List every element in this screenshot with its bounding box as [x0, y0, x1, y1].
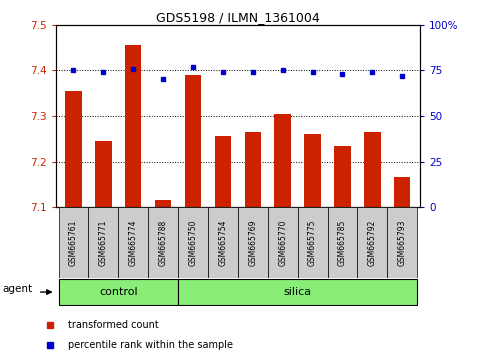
Bar [238, 207, 268, 278]
Text: GSM665775: GSM665775 [308, 219, 317, 266]
Bar [208, 207, 238, 278]
Text: GSM665761: GSM665761 [69, 219, 78, 266]
Bar [125, 45, 142, 207]
Text: GSM665792: GSM665792 [368, 219, 377, 266]
Text: control: control [99, 287, 138, 297]
Title: GDS5198 / ILMN_1361004: GDS5198 / ILMN_1361004 [156, 11, 320, 24]
Bar [58, 207, 88, 278]
Bar [327, 207, 357, 278]
Bar [215, 136, 231, 207]
Bar [274, 114, 291, 207]
Text: agent: agent [3, 284, 33, 294]
Bar [58, 279, 178, 305]
Bar [394, 177, 411, 207]
Text: transformed count: transformed count [69, 320, 159, 330]
Text: GSM665750: GSM665750 [188, 219, 198, 266]
Bar [387, 207, 417, 278]
Text: GSM665785: GSM665785 [338, 219, 347, 266]
Bar [148, 207, 178, 278]
Bar [357, 207, 387, 278]
Bar [304, 134, 321, 207]
Bar [268, 207, 298, 278]
Bar [118, 207, 148, 278]
Bar [334, 145, 351, 207]
Text: GSM665769: GSM665769 [248, 219, 257, 266]
Bar [88, 207, 118, 278]
Text: silica: silica [284, 287, 312, 297]
Text: GSM665793: GSM665793 [398, 219, 407, 266]
Bar [178, 279, 417, 305]
Bar [364, 132, 381, 207]
Bar [178, 207, 208, 278]
Text: GSM665774: GSM665774 [129, 219, 138, 266]
Text: GSM665771: GSM665771 [99, 219, 108, 266]
Bar [298, 207, 327, 278]
Bar [155, 200, 171, 207]
Text: GSM665754: GSM665754 [218, 219, 227, 266]
Text: percentile rank within the sample: percentile rank within the sample [69, 340, 233, 350]
Text: GSM665788: GSM665788 [158, 219, 168, 266]
Bar [244, 132, 261, 207]
Text: GSM665770: GSM665770 [278, 219, 287, 266]
Bar [185, 75, 201, 207]
Bar [65, 91, 82, 207]
Bar [95, 141, 112, 207]
